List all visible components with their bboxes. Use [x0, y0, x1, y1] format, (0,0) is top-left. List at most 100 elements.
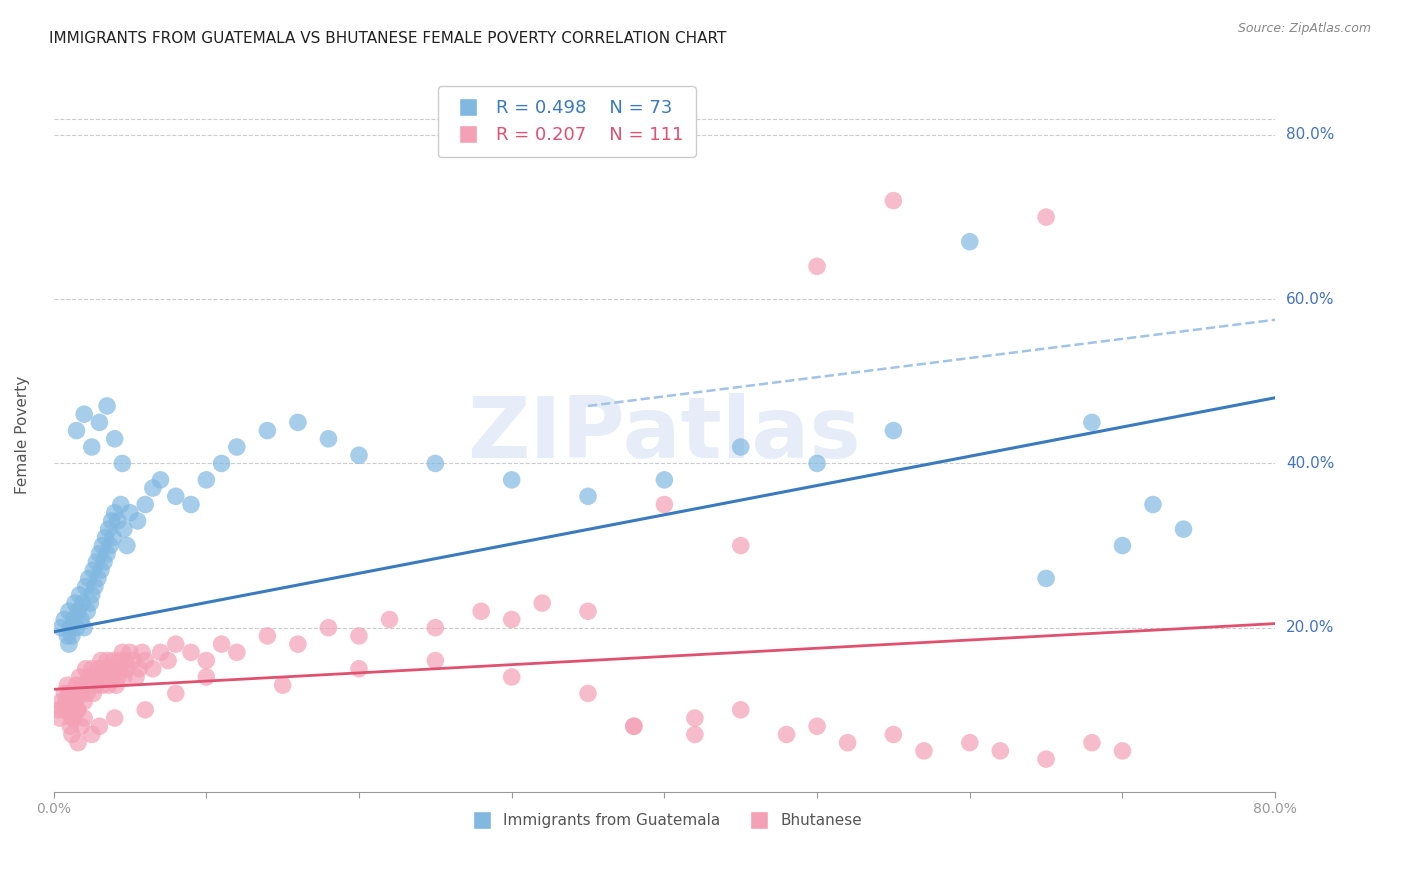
Point — [271, 678, 294, 692]
Point — [59, 719, 82, 733]
Point — [195, 473, 218, 487]
Point — [623, 719, 645, 733]
Point — [110, 662, 132, 676]
Point — [142, 481, 165, 495]
Point — [96, 654, 118, 668]
Point — [59, 621, 82, 635]
Point — [60, 727, 83, 741]
Point — [806, 719, 828, 733]
Point — [83, 670, 105, 684]
Point — [70, 719, 93, 733]
Point — [211, 637, 233, 651]
Point — [91, 539, 114, 553]
Point — [347, 629, 370, 643]
Point — [75, 662, 97, 676]
Point — [89, 719, 111, 733]
Point — [654, 473, 676, 487]
Point — [58, 686, 80, 700]
Point — [89, 416, 111, 430]
Point — [111, 457, 134, 471]
Point — [425, 654, 447, 668]
Point — [501, 473, 523, 487]
Point — [287, 416, 309, 430]
Point — [118, 645, 141, 659]
Point — [58, 703, 80, 717]
Text: 60.0%: 60.0% — [1286, 292, 1334, 307]
Point — [1035, 752, 1057, 766]
Point — [73, 407, 96, 421]
Y-axis label: Female Poverty: Female Poverty — [15, 376, 30, 494]
Point — [256, 424, 278, 438]
Point — [80, 440, 103, 454]
Point — [959, 736, 981, 750]
Point — [63, 695, 86, 709]
Point — [59, 695, 82, 709]
Point — [988, 744, 1011, 758]
Point — [65, 703, 87, 717]
Point — [86, 555, 108, 569]
Point — [80, 662, 103, 676]
Point — [165, 637, 187, 651]
Point — [82, 563, 104, 577]
Point — [63, 596, 86, 610]
Point — [60, 711, 83, 725]
Point — [69, 670, 91, 684]
Point — [125, 670, 148, 684]
Point — [87, 662, 110, 676]
Point — [53, 612, 76, 626]
Point — [576, 686, 599, 700]
Point — [98, 662, 121, 676]
Point — [115, 662, 138, 676]
Point — [112, 522, 135, 536]
Point — [127, 514, 149, 528]
Point — [378, 612, 401, 626]
Point — [134, 654, 156, 668]
Point — [89, 547, 111, 561]
Point — [1111, 539, 1133, 553]
Point — [122, 654, 145, 668]
Point — [1081, 736, 1104, 750]
Legend: Immigrants from Guatemala, Bhutanese: Immigrants from Guatemala, Bhutanese — [461, 807, 868, 834]
Point — [347, 448, 370, 462]
Point — [882, 424, 904, 438]
Point — [100, 670, 122, 684]
Point — [730, 440, 752, 454]
Point — [104, 711, 127, 725]
Point — [56, 678, 79, 692]
Point — [104, 662, 127, 676]
Point — [90, 563, 112, 577]
Point — [79, 678, 101, 692]
Point — [107, 670, 129, 684]
Point — [1111, 744, 1133, 758]
Point — [58, 637, 80, 651]
Point — [69, 588, 91, 602]
Point — [70, 612, 93, 626]
Point — [882, 194, 904, 208]
Point — [100, 514, 122, 528]
Point — [112, 670, 135, 684]
Point — [48, 711, 70, 725]
Point — [180, 645, 202, 659]
Point — [51, 695, 73, 709]
Point — [912, 744, 935, 758]
Point — [101, 654, 124, 668]
Point — [576, 489, 599, 503]
Point — [73, 695, 96, 709]
Point — [654, 498, 676, 512]
Text: 40.0%: 40.0% — [1286, 456, 1334, 471]
Point — [82, 686, 104, 700]
Point — [806, 457, 828, 471]
Text: ZIPatlas: ZIPatlas — [468, 393, 862, 476]
Point — [98, 539, 121, 553]
Point — [104, 506, 127, 520]
Point — [157, 654, 180, 668]
Point — [318, 621, 340, 635]
Text: 80.0%: 80.0% — [1286, 128, 1334, 143]
Point — [115, 539, 138, 553]
Point — [60, 629, 83, 643]
Point — [225, 440, 247, 454]
Point — [730, 703, 752, 717]
Point — [1035, 571, 1057, 585]
Point — [730, 539, 752, 553]
Point — [46, 703, 69, 717]
